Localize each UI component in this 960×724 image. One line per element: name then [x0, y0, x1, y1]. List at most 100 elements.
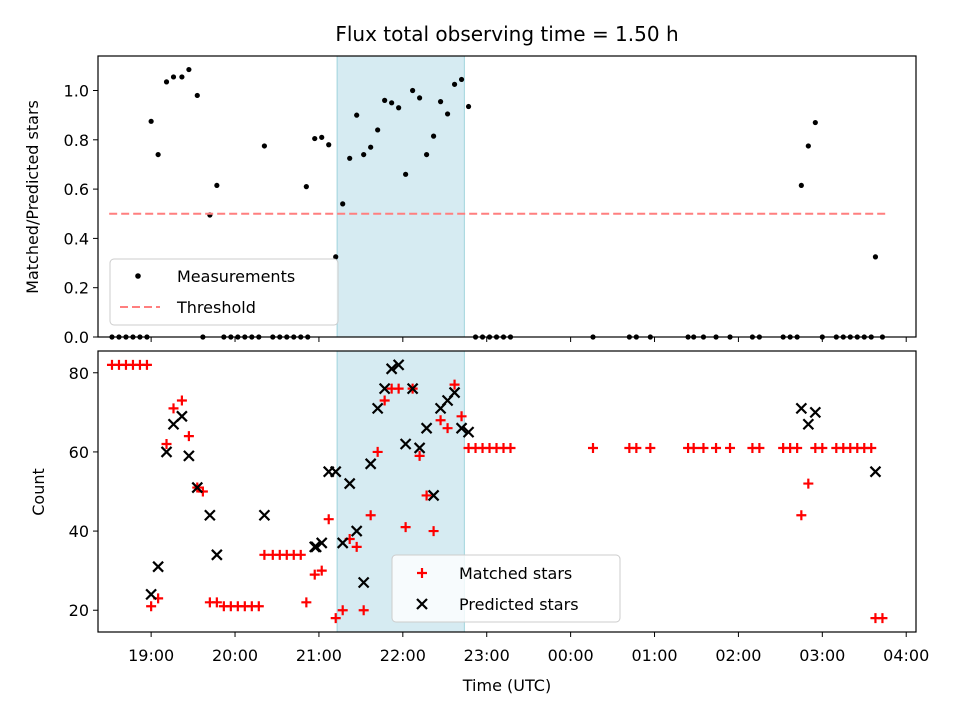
measurement-point [389, 100, 395, 106]
measurement-point [423, 151, 430, 158]
matched-star-point [379, 395, 390, 406]
predicted-star-point [160, 446, 173, 458]
x-tick-label: 22:00 [380, 646, 426, 665]
predicted-star-point [310, 541, 322, 553]
matched-star-point [505, 442, 516, 453]
measurement-point [805, 143, 811, 149]
predicted-star-point [371, 402, 384, 415]
matched-star-point [146, 601, 157, 612]
measurement-point [333, 254, 339, 260]
legend-label-matched: Matched stars [459, 564, 572, 583]
legend-box [391, 554, 621, 623]
x-tick-label: 02:00 [715, 646, 761, 665]
matched-star-point [817, 442, 828, 453]
matched-star-point [442, 423, 453, 434]
matched-star-point [456, 411, 467, 422]
measurement-point [396, 105, 402, 111]
legend-marker-predicted [416, 598, 428, 610]
legend-label-threshold: Threshold [176, 298, 256, 317]
matched-star-point [393, 383, 404, 394]
predicted-star-point [152, 560, 164, 573]
matched-star-point [803, 478, 814, 489]
measurement-point [214, 182, 220, 189]
measurement-point [417, 95, 423, 101]
matched-star-point [449, 379, 460, 390]
matched-star-point [316, 565, 327, 576]
measurement-point [170, 74, 177, 80]
legend-marker-measurements [135, 273, 141, 279]
matched-star-point [400, 522, 411, 533]
matched-star-point [587, 442, 598, 453]
predicted-star-point [455, 422, 468, 434]
legend-label-measurements: Measurements [177, 267, 295, 286]
measurement-point [148, 118, 154, 124]
matched-star-point [645, 442, 656, 453]
y-tick-label: 0.2 [64, 279, 89, 298]
measurement-point [340, 201, 346, 207]
y-tick-label: 0.0 [64, 328, 89, 347]
matched-star-point [168, 403, 179, 414]
y-tick-label: 40 [69, 522, 89, 541]
y-tick-label: 0.6 [64, 180, 89, 199]
measurement-point [186, 66, 192, 73]
predicted-star-point [809, 406, 822, 419]
matched-star-point [365, 510, 376, 521]
predicted-star-point [406, 382, 419, 395]
measurement-point [163, 79, 170, 85]
matched-star-point [197, 486, 208, 497]
measurement-point [261, 143, 267, 149]
measurement-point [437, 99, 444, 105]
axes-frame [97, 350, 917, 633]
matched-star-point [414, 450, 425, 461]
matched-star-point [435, 415, 446, 426]
bottom-panel: 20 40 60 80 19:00 20:00 21:00 22:00 23:00 00:00 01… [69, 350, 929, 665]
predicted-star-point [350, 525, 363, 537]
matched-star-point [698, 442, 709, 453]
x-tick-label: 01:00 [631, 646, 677, 665]
y-tick-label: 60 [69, 443, 89, 462]
predicted-star-point [258, 509, 271, 522]
measurement-point [361, 151, 367, 158]
predicted-star-point [795, 402, 808, 415]
matched-star-point [792, 442, 803, 453]
x-tick-label: 23:00 [464, 646, 510, 665]
x-tick-label: 21:00 [296, 646, 342, 665]
shaded-region [336, 55, 465, 338]
measurement-point [179, 74, 185, 80]
measurement-point [347, 155, 353, 161]
matched-star-point [309, 569, 320, 580]
predicted-star-point [211, 549, 223, 561]
matched-star-point [796, 510, 807, 521]
matched-star-point [428, 526, 439, 537]
measurement-point [326, 142, 332, 148]
x-tick-label: 03:00 [799, 646, 845, 665]
predicted-star-point [357, 576, 370, 589]
measurement-point [312, 135, 318, 142]
matched-star-point [330, 613, 341, 624]
matched-star-point [141, 359, 152, 370]
matched-star-point [421, 490, 432, 501]
predicted-star-point [336, 537, 349, 549]
predicted-star-point [420, 422, 433, 434]
predicted-star-point [427, 489, 440, 502]
matched-star-point [323, 514, 334, 525]
x-tick-label: 20:00 [212, 646, 258, 665]
measurement-point [798, 182, 804, 189]
predicted-star-point [385, 363, 398, 375]
predicted-star-point [176, 410, 188, 423]
y-tick-label: 0.4 [64, 229, 89, 248]
legend-label-predicted: Predicted stars [459, 595, 579, 614]
matched-star-point [866, 442, 877, 453]
predicted-star-point [392, 359, 405, 371]
axes-frame [97, 55, 917, 338]
matched-star-point [688, 442, 699, 453]
matched-star-point [259, 549, 270, 560]
measurement-point [303, 184, 309, 190]
matched-star-point [183, 431, 194, 442]
measurement-point [382, 97, 388, 103]
x-tick-label: 19:00 [128, 646, 174, 665]
measurement-point [451, 81, 458, 87]
measurement-point [194, 92, 200, 99]
predicted-star-point [343, 477, 356, 490]
